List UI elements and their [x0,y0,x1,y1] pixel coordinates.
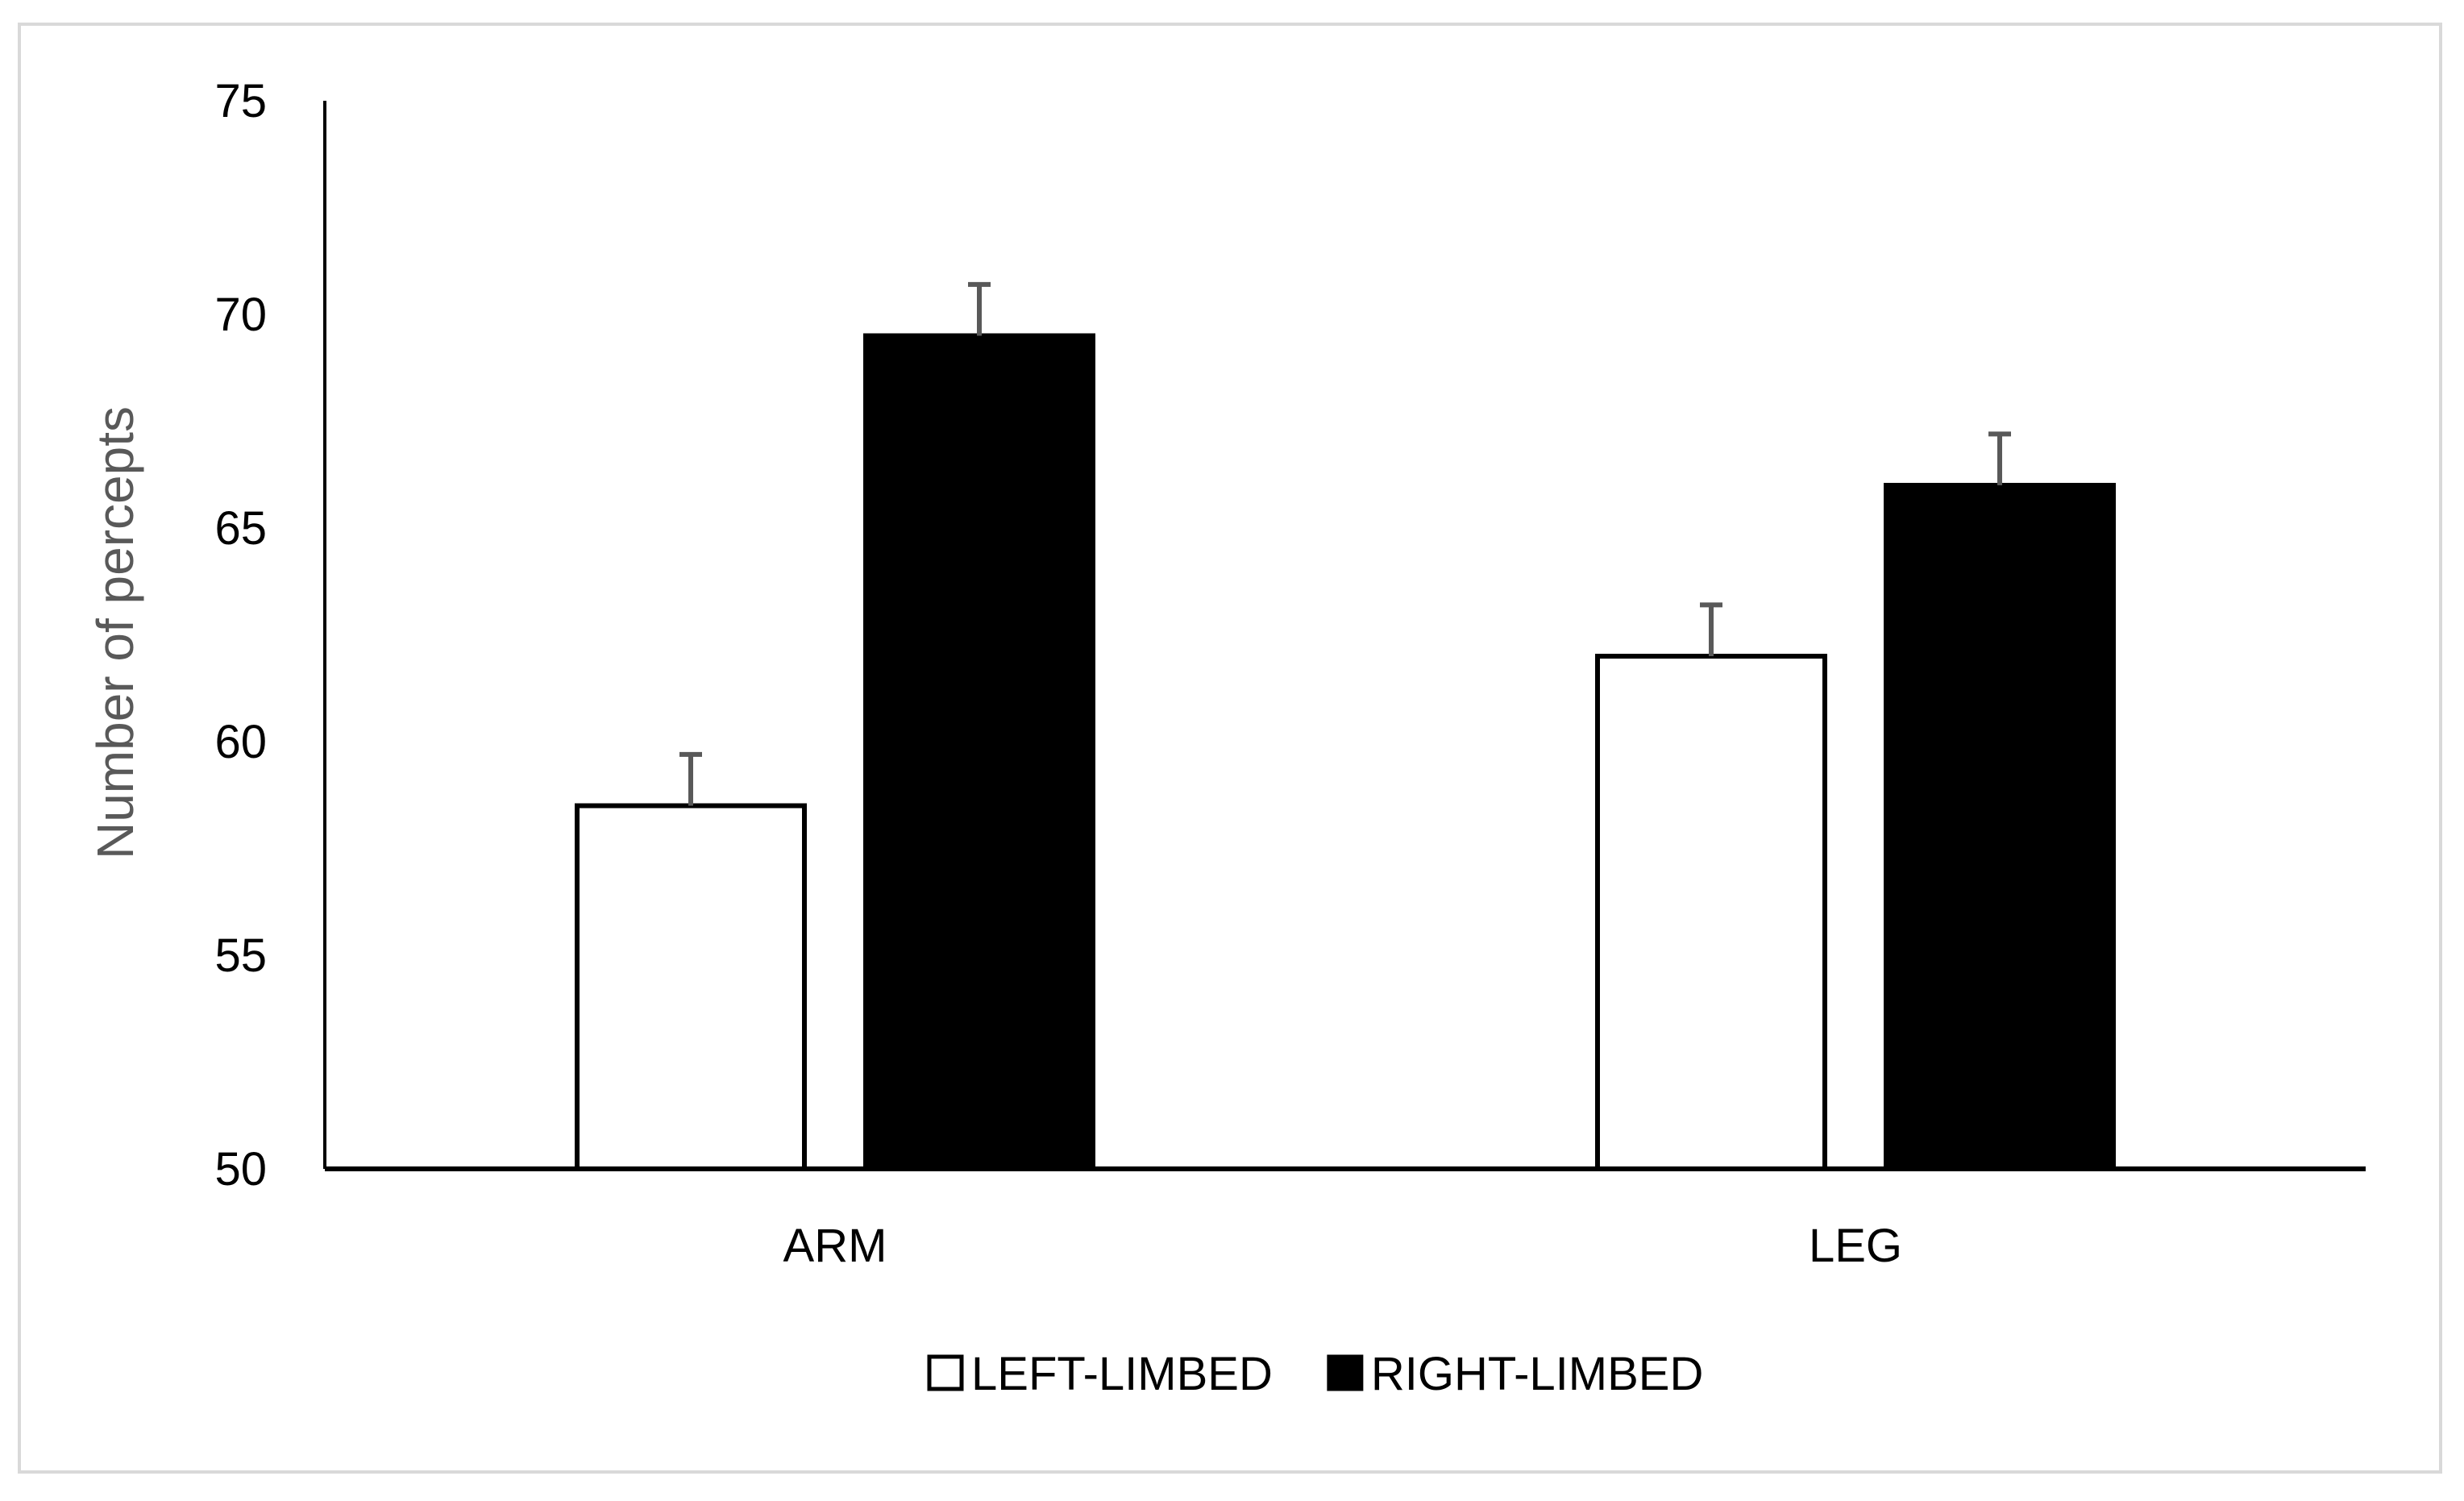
legend: LEFT-LIMBED RIGHT-LIMBED [927,1348,1704,1400]
legend-swatch-right-limbed [1327,1354,1364,1391]
legend-label-left-limbed: LEFT-LIMBED [971,1348,1273,1400]
bar-arm-left-limbed [575,803,807,1171]
error-bar-leg-right-limbed [1988,431,2011,485]
y-tick-label: 50 [214,1143,267,1195]
bar-arm-right-limbed [863,333,1095,1171]
x-tick-label: LEG [1809,1220,1902,1272]
bars-layer [575,333,2116,1171]
y-tick-label: 65 [214,502,267,555]
error-bar-arm-right-limbed [968,281,991,336]
error-bar-leg-left-limbed [1700,602,1722,656]
labels-layer: ARM LEG 50 55 60 65 70 75 [214,75,1902,1272]
y-tick-label: 60 [214,716,267,768]
y-tick-label: 75 [214,75,267,127]
bar-leg-right-limbed [1884,483,2116,1171]
legend-swatch-left-limbed [927,1354,964,1391]
x-tick-label: ARM [783,1220,887,1272]
axes-layer [323,101,2366,1171]
error-bars-layer [679,281,2011,806]
y-tick-label: 70 [214,289,267,341]
y-tick-label: 55 [214,929,267,982]
error-bar-arm-left-limbed [679,751,702,806]
y-axis-title: Number of percepts [86,406,144,859]
legend-label-right-limbed: RIGHT-LIMBED [1371,1348,1704,1400]
bar-leg-left-limbed [1595,654,1827,1171]
